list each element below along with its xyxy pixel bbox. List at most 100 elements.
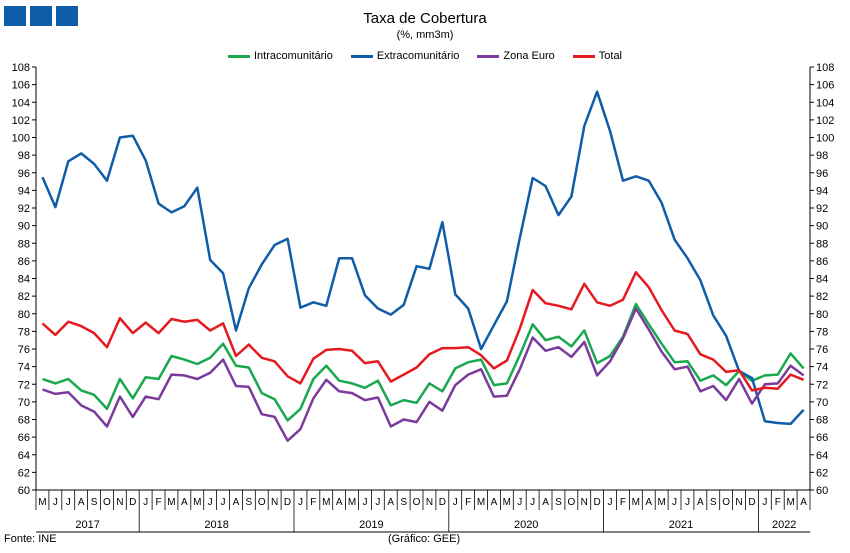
- month-label: S: [246, 497, 253, 508]
- year-label: 2022: [772, 519, 796, 531]
- y-tick-label-left: 104: [12, 97, 30, 109]
- y-tick-label-left: 96: [18, 168, 30, 180]
- y-tick-label-left: 62: [18, 467, 30, 479]
- month-label: J: [453, 497, 458, 508]
- legend-swatch-extracomunitario: [350, 54, 373, 58]
- month-label: J: [672, 497, 677, 508]
- series-line-extracomunitario: [41, 90, 805, 426]
- y-tick-label-right: 66: [816, 432, 828, 444]
- month-label: D: [594, 497, 601, 508]
- month-label: M: [322, 497, 330, 508]
- series-line-intracomunitario: [42, 302, 805, 422]
- chart-subtitle: (%, mm3m): [396, 29, 454, 41]
- y-tick-label-left: 64: [18, 450, 30, 462]
- chart-legend: Intracomunitário Extracomunitário Zona E…: [0, 50, 850, 62]
- year-label: 2021: [669, 519, 693, 531]
- legend-item-total: Total: [572, 50, 623, 62]
- y-tick-label-left: 80: [18, 309, 30, 321]
- legend-item-zona-euro: Zona Euro: [477, 50, 555, 62]
- month-label: F: [310, 497, 316, 508]
- source-note: Fonte: INE: [4, 533, 57, 545]
- legend-label-total: Total: [598, 50, 623, 62]
- y-tick-label-left: 102: [12, 115, 30, 127]
- month-label: O: [722, 497, 730, 508]
- y-tick-label-left: 88: [18, 238, 30, 250]
- y-tick-label-right: 106: [816, 80, 834, 92]
- month-label: M: [503, 497, 511, 508]
- legend-swatch-intracomunitario: [227, 54, 250, 58]
- y-tick-label-left: 78: [18, 326, 30, 338]
- chart-title: Taxa de Cobertura: [363, 10, 487, 27]
- y-tick-label-right: 60: [816, 485, 828, 497]
- y-tick-label-right: 68: [816, 415, 828, 427]
- month-label: J: [221, 497, 226, 508]
- month-label: M: [193, 497, 201, 508]
- month-label: A: [800, 497, 807, 508]
- legend-swatch-zona-euro: [477, 54, 500, 58]
- legend-label-extracomunitario: Extracomunitário: [376, 50, 460, 62]
- month-label: A: [387, 497, 394, 508]
- y-tick-label-right: 100: [816, 133, 834, 145]
- month-label: J: [208, 497, 213, 508]
- y-tick-label-left: 72: [18, 379, 30, 391]
- month-label: M: [477, 497, 485, 508]
- year-label: 2020: [514, 519, 538, 531]
- month-label: F: [155, 497, 161, 508]
- y-tick-label-right: 102: [816, 115, 834, 127]
- month-label: A: [697, 497, 704, 508]
- month-label: A: [233, 497, 240, 508]
- y-tick-label-right: 80: [816, 309, 828, 321]
- y-tick-label-right: 78: [816, 326, 828, 338]
- month-label: D: [129, 497, 136, 508]
- y-tick-label-left: 66: [18, 432, 30, 444]
- month-label: A: [78, 497, 85, 508]
- month-label: S: [91, 497, 98, 508]
- month-label: O: [258, 497, 266, 508]
- month-label: D: [748, 497, 755, 508]
- y-tick-label-right: 104: [816, 97, 834, 109]
- y-tick-label-right: 74: [816, 362, 828, 374]
- logo-block-1: [4, 6, 26, 26]
- y-tick-label-right: 98: [816, 150, 828, 162]
- month-label: M: [657, 497, 665, 508]
- month-label: N: [426, 497, 433, 508]
- month-label: J: [298, 497, 303, 508]
- month-label: J: [362, 497, 367, 508]
- y-tick-label-left: 108: [12, 62, 30, 74]
- y-tick-label-left: 92: [18, 203, 30, 215]
- month-label: J: [685, 497, 690, 508]
- month-label: N: [271, 497, 278, 508]
- month-label: S: [555, 497, 562, 508]
- year-label: 2017: [75, 519, 99, 531]
- month-label: O: [413, 497, 421, 508]
- month-label: J: [375, 497, 380, 508]
- y-tick-label-right: 88: [816, 238, 828, 250]
- month-label: A: [542, 497, 549, 508]
- y-tick-label-right: 70: [816, 397, 828, 409]
- month-label: A: [491, 497, 498, 508]
- y-tick-label-left: 86: [18, 256, 30, 268]
- month-label: J: [608, 497, 613, 508]
- y-tick-label-left: 94: [18, 185, 30, 197]
- legend-item-extracomunitario: Extracomunitário: [350, 50, 460, 62]
- year-label: 2018: [204, 519, 228, 531]
- y-tick-label-right: 96: [816, 168, 828, 180]
- month-label: J: [66, 497, 71, 508]
- y-tick-label-left: 76: [18, 344, 30, 356]
- y-tick-label-right: 108: [816, 62, 834, 74]
- month-label: F: [775, 497, 781, 508]
- y-tick-label-left: 100: [12, 133, 30, 145]
- month-label: J: [143, 497, 148, 508]
- y-tick-label-left: 60: [18, 485, 30, 497]
- month-label: M: [167, 497, 175, 508]
- logo-block-2: [30, 6, 52, 26]
- legend-swatch-total: [572, 54, 595, 58]
- month-label: A: [645, 497, 652, 508]
- series-line-total: [41, 271, 805, 392]
- month-label: F: [465, 497, 471, 508]
- y-tick-label-right: 94: [816, 185, 828, 197]
- month-label: M: [348, 497, 356, 508]
- month-label: M: [786, 497, 794, 508]
- legend-item-intracomunitario: Intracomunitário: [227, 50, 333, 62]
